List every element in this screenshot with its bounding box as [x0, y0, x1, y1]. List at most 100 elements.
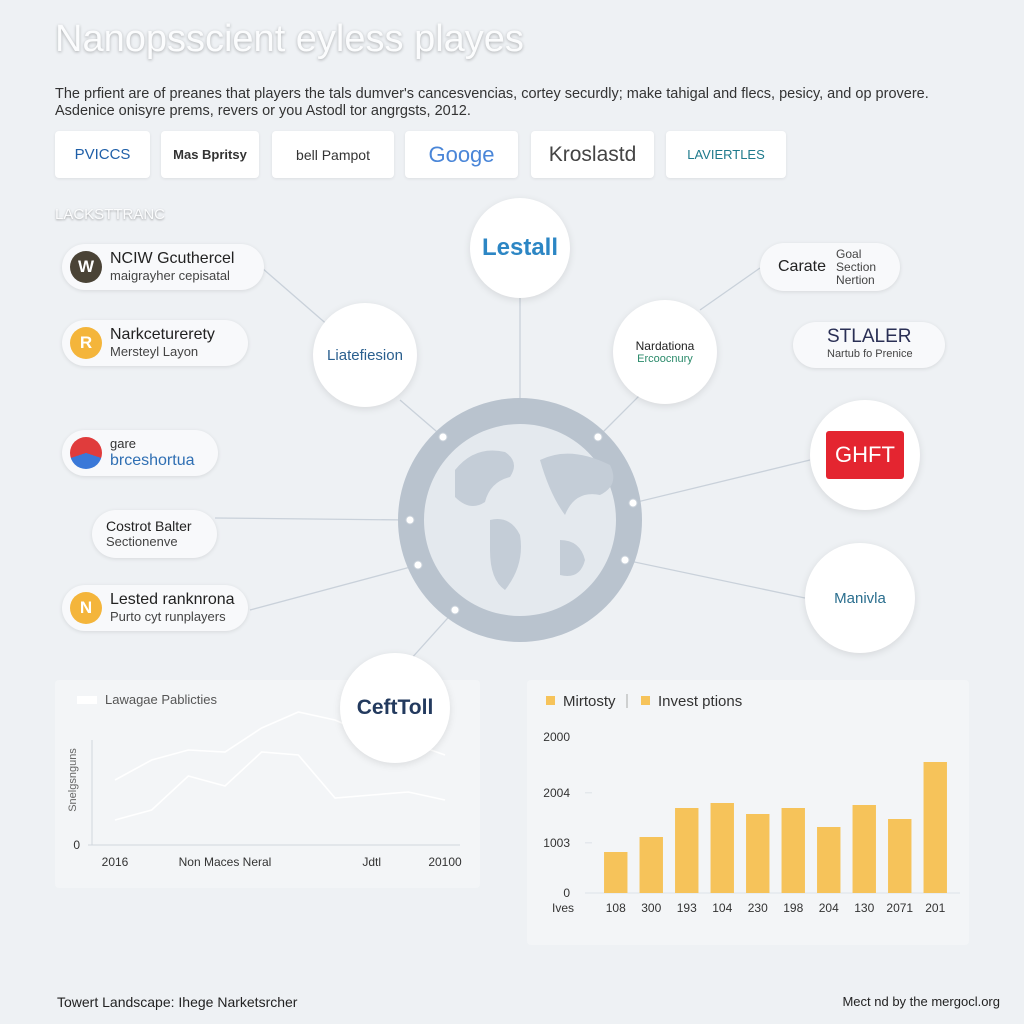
- legend-label: Mirtosty: [563, 693, 616, 710]
- item-title: Carate: [778, 258, 827, 275]
- left-item: R Narkceturerety Mersteyl Layon: [62, 320, 248, 366]
- legend-label: Invest ptions: [658, 693, 742, 710]
- item-subtitle: Nartub fo Prenice: [827, 348, 913, 360]
- item-subtitle: Goal Section Nertion: [836, 246, 877, 287]
- subtitle: The prfient are of preanes that players …: [55, 86, 929, 119]
- charts: 0 Snelgsnguns 2016 Non Maces Neral Jdtl 20100…: [67, 692, 960, 915]
- globe-body: [424, 424, 616, 616]
- y-tick-label: 1003: [543, 836, 570, 850]
- node: Lestall: [470, 198, 570, 298]
- x-tick-label: 2071: [886, 901, 913, 915]
- left-item: N Lested ranknrona Purto cyt runplayers: [62, 585, 248, 631]
- badge: N: [70, 592, 102, 624]
- node: CeftToll: [340, 653, 450, 763]
- item-subtitle: Sectionenve: [106, 534, 178, 549]
- x-tick-label: 108: [606, 901, 626, 915]
- connector: [409, 609, 456, 661]
- x-tick-label: 2016: [102, 855, 129, 869]
- badge: W: [70, 251, 102, 283]
- node: Nardationa Ercoocnury: [613, 300, 717, 404]
- connector-dots: [405, 432, 638, 615]
- bar: [675, 808, 699, 893]
- item-subtitle: maigrayher cepisatal: [110, 268, 230, 283]
- left-item: W NCIW Gcuthercel maigrayher cepisatal: [62, 244, 264, 290]
- x-tick-label: 198: [783, 901, 803, 915]
- node-title: Nardationa: [635, 339, 695, 353]
- globe-land: [455, 450, 614, 590]
- right-item: Carate Goal Section Nertion: [760, 243, 900, 291]
- x-tick-label: Jdtl: [362, 855, 381, 869]
- dot: [628, 498, 638, 508]
- node: Manivla: [805, 543, 915, 653]
- dot: [405, 515, 415, 525]
- x-tick-label: 204: [819, 901, 839, 915]
- y-tick-label: 0: [73, 838, 80, 852]
- y-top-label: 2000: [543, 730, 570, 744]
- connector: [399, 399, 444, 438]
- node-subtitle: Ercoocnury: [637, 353, 693, 365]
- globe: [398, 398, 642, 642]
- logo: LAVIERTLES: [666, 131, 786, 178]
- bar: [817, 827, 841, 893]
- item-title: STLALER: [827, 326, 912, 347]
- y-tick-label: 2004: [543, 786, 570, 800]
- node-logo: GHFT: [826, 431, 904, 479]
- item-subtitle: brceshortua: [110, 452, 195, 469]
- connector: [249, 564, 419, 611]
- item-subtitle: Mersteyl Layon: [110, 344, 199, 359]
- bar: [923, 762, 947, 893]
- y-axis-label: Snelgsnguns: [67, 748, 79, 812]
- bar: [781, 808, 805, 893]
- x-tick-label: 20100: [428, 855, 462, 869]
- line: [114, 751, 446, 821]
- bar: [710, 803, 734, 893]
- item-subtitle: Purto cyt runplayers: [110, 609, 226, 624]
- left-item: Costrot Balter Sectionenve: [92, 510, 217, 558]
- dot: [593, 432, 603, 442]
- bar: [639, 837, 663, 893]
- x-tick-label: Non Maces Neral: [179, 855, 272, 869]
- logo: bell Pampot: [272, 131, 394, 178]
- x-axis-label: Ives: [552, 901, 574, 915]
- title: Nanopsscient eyless playes: [55, 18, 524, 60]
- item-title: NCIW Gcuthercel: [110, 250, 235, 267]
- dot: [438, 432, 448, 442]
- connectors: [214, 267, 811, 661]
- logo: PVICCS: [55, 131, 150, 178]
- legend-swatch: [546, 696, 555, 705]
- connector: [632, 459, 811, 504]
- x-tick-label: 300: [641, 901, 661, 915]
- connector: [699, 267, 761, 311]
- connector: [214, 517, 411, 521]
- logo: Kroslastd: [531, 131, 654, 178]
- x-tick-label: 104: [712, 901, 732, 915]
- bar: [888, 819, 912, 893]
- item-title: Narkceturerety: [110, 326, 215, 343]
- item-title: Lested ranknrona: [110, 591, 235, 608]
- x-tick-label: 230: [748, 901, 768, 915]
- legend-swatch: [641, 696, 650, 705]
- legend-label: Lawagae Pablicties: [105, 692, 218, 707]
- x-tick-label: 130: [854, 901, 874, 915]
- y-tick-label: 0: [563, 886, 570, 900]
- item-title: Costrot Balter: [106, 518, 192, 534]
- connector: [624, 559, 806, 599]
- footer-right: Mect nd by the mergocl.org: [842, 994, 1000, 1009]
- badge-icon: [70, 437, 102, 469]
- left-item: gare brceshortua: [62, 430, 218, 476]
- node: GHFT: [810, 400, 920, 510]
- connector: [597, 394, 641, 438]
- x-tick-label: 201: [925, 901, 945, 915]
- bar: [746, 814, 770, 893]
- logo: Mas Bpritsy: [161, 131, 259, 178]
- bar: [604, 852, 628, 893]
- item-title: gare: [110, 436, 137, 451]
- section-label: LACKSTTRANC: [55, 206, 166, 223]
- node: Liatefiesion: [313, 303, 417, 407]
- legend-swatch: [77, 696, 97, 704]
- bar: [852, 805, 876, 893]
- dot: [413, 560, 423, 570]
- badge: R: [70, 327, 102, 359]
